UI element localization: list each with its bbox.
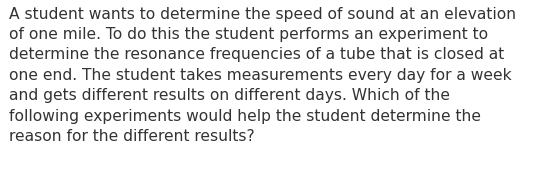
Text: A student wants to determine the speed of sound at an elevation
of one mile. To : A student wants to determine the speed o… [9,7,516,144]
